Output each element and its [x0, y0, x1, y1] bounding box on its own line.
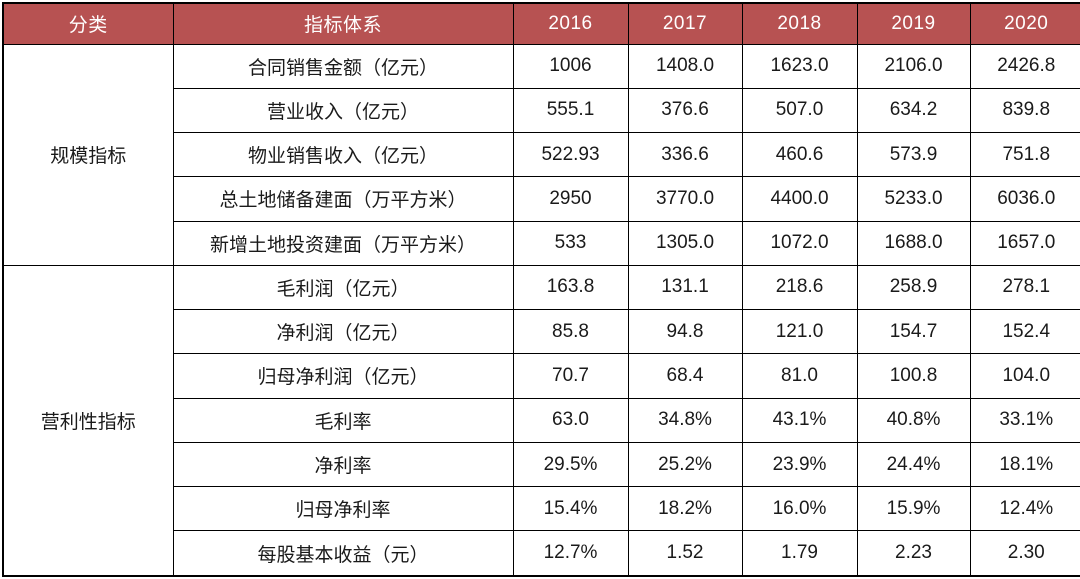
table-row: 归母净利润（亿元） 70.7 68.4 81.0 100.8 104.0 — [3, 353, 1080, 399]
value-cell: 2426.8 — [969, 43, 1080, 89]
category-cell: 营利性指标 — [2, 264, 174, 577]
value-cell: 2950 — [512, 176, 629, 222]
value-cell: 29.5% — [512, 441, 629, 488]
header-year-2018: 2018 — [741, 2, 858, 45]
value-cell: 104.0 — [969, 353, 1080, 399]
value-cell: 1688.0 — [856, 220, 971, 266]
header-year-2019: 2019 — [856, 2, 971, 45]
table-row: 净利润（亿元） 85.8 94.8 121.0 154.7 152.4 — [3, 309, 1080, 355]
value-cell: 2.23 — [856, 530, 971, 577]
value-cell: 555.1 — [512, 87, 629, 134]
value-cell: 34.8% — [627, 397, 743, 443]
value-cell: 68.4 — [627, 353, 743, 399]
indicator-cell: 净利率 — [172, 441, 514, 488]
value-cell: 1408.0 — [627, 43, 743, 89]
table-row: 营业收入（亿元） 555.1 376.6 507.0 634.2 839.8 — [3, 87, 1080, 134]
value-cell: 25.2% — [627, 441, 743, 488]
value-cell: 634.2 — [856, 87, 971, 134]
indicator-cell: 营业收入（亿元） — [172, 87, 514, 134]
value-cell: 1072.0 — [741, 220, 858, 266]
value-cell: 33.1% — [969, 397, 1080, 443]
value-cell: 258.9 — [856, 264, 971, 311]
value-cell: 1305.0 — [627, 220, 743, 266]
value-cell: 12.4% — [969, 486, 1080, 532]
table-row: 净利率 29.5% 25.2% 23.9% 24.4% 18.1% — [3, 441, 1080, 488]
table-row: 归母净利率 15.4% 18.2% 16.0% 15.9% 12.4% — [3, 486, 1080, 532]
value-cell: 131.1 — [627, 264, 743, 311]
table-row: 总土地储备建面（万平方米） 2950 3770.0 4400.0 5233.0 6036.… — [3, 176, 1080, 222]
value-cell: 1006 — [512, 43, 629, 89]
table-row: 新增土地投资建面（万平方米） 533 1305.0 1072.0 1688.0 1657.… — [3, 220, 1080, 266]
value-cell: 15.9% — [856, 486, 971, 532]
value-cell: 121.0 — [741, 309, 858, 355]
value-cell: 376.6 — [627, 87, 743, 134]
value-cell: 2106.0 — [856, 43, 971, 89]
header-year-2016: 2016 — [512, 2, 629, 45]
table-row: 物业销售收入（亿元） 522.93 336.6 460.6 573.9 751.8 — [3, 132, 1080, 178]
indicator-cell: 每股基本收益（元） — [172, 530, 514, 577]
category-cell: 规模指标 — [2, 43, 174, 266]
value-cell: 18.2% — [627, 486, 743, 532]
value-cell: 152.4 — [969, 309, 1080, 355]
table-row: 营利性指标 毛利润（亿元） 163.8 131.1 218.6 258.9 278.1 — [2, 264, 1080, 577]
table-body: 规模指标 合同销售金额（亿元） 1006 1408.0 1623.0 2106.0 2426… — [2, 43, 1080, 577]
table-row: 毛利率 63.0 34.8% 43.1% 40.8% 33.1% — [3, 397, 1080, 443]
table-row: 每股基本收益（元） 12.7% 1.52 1.79 2.23 2.30 — [3, 530, 1080, 577]
indicator-cell: 物业销售收入（亿元） — [172, 132, 514, 178]
value-cell: 70.7 — [512, 353, 629, 399]
value-cell: 85.8 — [512, 309, 629, 355]
value-cell: 23.9% — [741, 441, 858, 488]
value-cell: 1.52 — [627, 530, 743, 577]
value-cell: 15.4% — [512, 486, 629, 532]
indicator-cell: 总土地储备建面（万平方米） — [172, 176, 514, 222]
value-cell: 81.0 — [741, 353, 858, 399]
value-cell: 4400.0 — [741, 176, 858, 222]
value-cell: 460.6 — [741, 132, 858, 178]
header-year-2020: 2020 — [969, 2, 1080, 45]
header-indicator-system: 指标体系 — [172, 2, 514, 45]
value-cell: 24.4% — [856, 441, 971, 488]
value-cell: 1.79 — [741, 530, 858, 577]
value-cell: 507.0 — [741, 87, 858, 134]
header-category: 分类 — [2, 2, 174, 45]
indicator-cell: 归母净利率 — [172, 486, 514, 532]
indicator-cell: 净利润（亿元） — [172, 309, 514, 355]
indicator-cell: 毛利润（亿元） — [172, 264, 514, 311]
value-cell: 218.6 — [741, 264, 858, 311]
value-cell: 12.7% — [512, 530, 629, 577]
indicator-cell: 毛利率 — [172, 397, 514, 443]
value-cell: 16.0% — [741, 486, 858, 532]
value-cell: 63.0 — [512, 397, 629, 443]
value-cell: 94.8 — [627, 309, 743, 355]
value-cell: 573.9 — [856, 132, 971, 178]
value-cell: 533 — [512, 220, 629, 266]
value-cell: 751.8 — [969, 132, 1080, 178]
value-cell: 6036.0 — [969, 176, 1080, 222]
value-cell: 5233.0 — [856, 176, 971, 222]
value-cell: 100.8 — [856, 353, 971, 399]
value-cell: 839.8 — [969, 87, 1080, 134]
value-cell: 18.1% — [969, 441, 1080, 488]
header-year-2017: 2017 — [627, 2, 743, 45]
value-cell: 2.30 — [969, 530, 1080, 577]
value-cell: 522.93 — [512, 132, 629, 178]
table-header-row: 分类 指标体系 2016 2017 2018 2019 2020 — [2, 2, 1080, 45]
value-cell: 278.1 — [969, 264, 1080, 311]
table-row: 规模指标 合同销售金额（亿元） 1006 1408.0 1623.0 2106.0 2426… — [2, 43, 1080, 266]
value-cell: 3770.0 — [627, 176, 743, 222]
value-cell: 43.1% — [741, 397, 858, 443]
value-cell: 336.6 — [627, 132, 743, 178]
value-cell: 1623.0 — [741, 43, 858, 89]
value-cell: 163.8 — [512, 264, 629, 311]
value-cell: 1657.0 — [969, 220, 1080, 266]
indicator-cell: 新增土地投资建面（万平方米） — [172, 220, 514, 266]
indicator-cell: 归母净利润（亿元） — [172, 353, 514, 399]
value-cell: 154.7 — [856, 309, 971, 355]
indicator-cell: 合同销售金额（亿元） — [172, 43, 514, 89]
value-cell: 40.8% — [856, 397, 971, 443]
